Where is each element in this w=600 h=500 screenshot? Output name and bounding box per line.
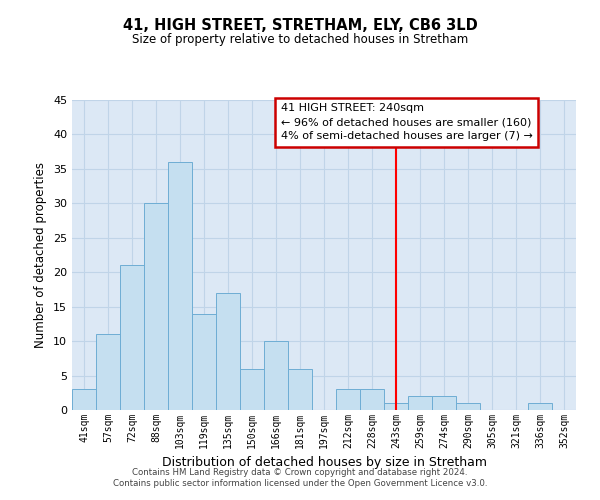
Y-axis label: Number of detached properties: Number of detached properties — [34, 162, 47, 348]
Bar — [432, 396, 456, 410]
Bar — [96, 334, 120, 410]
Bar — [288, 368, 312, 410]
Bar — [384, 403, 408, 410]
Bar — [360, 390, 384, 410]
Bar — [456, 403, 480, 410]
Bar — [216, 293, 240, 410]
Text: 41 HIGH STREET: 240sqm
← 96% of detached houses are smaller (160)
4% of semi-det: 41 HIGH STREET: 240sqm ← 96% of detached… — [281, 104, 533, 142]
Text: Size of property relative to detached houses in Stretham: Size of property relative to detached ho… — [132, 32, 468, 46]
Bar — [528, 403, 552, 410]
Bar — [72, 390, 96, 410]
Text: Contains HM Land Registry data © Crown copyright and database right 2024.
Contai: Contains HM Land Registry data © Crown c… — [113, 468, 487, 487]
Bar — [408, 396, 432, 410]
Bar — [120, 266, 144, 410]
Bar — [264, 341, 288, 410]
Bar — [240, 368, 264, 410]
X-axis label: Distribution of detached houses by size in Stretham: Distribution of detached houses by size … — [161, 456, 487, 469]
Bar — [192, 314, 216, 410]
Text: 41, HIGH STREET, STRETHAM, ELY, CB6 3LD: 41, HIGH STREET, STRETHAM, ELY, CB6 3LD — [122, 18, 478, 32]
Bar — [168, 162, 192, 410]
Bar — [144, 204, 168, 410]
Bar — [336, 390, 360, 410]
